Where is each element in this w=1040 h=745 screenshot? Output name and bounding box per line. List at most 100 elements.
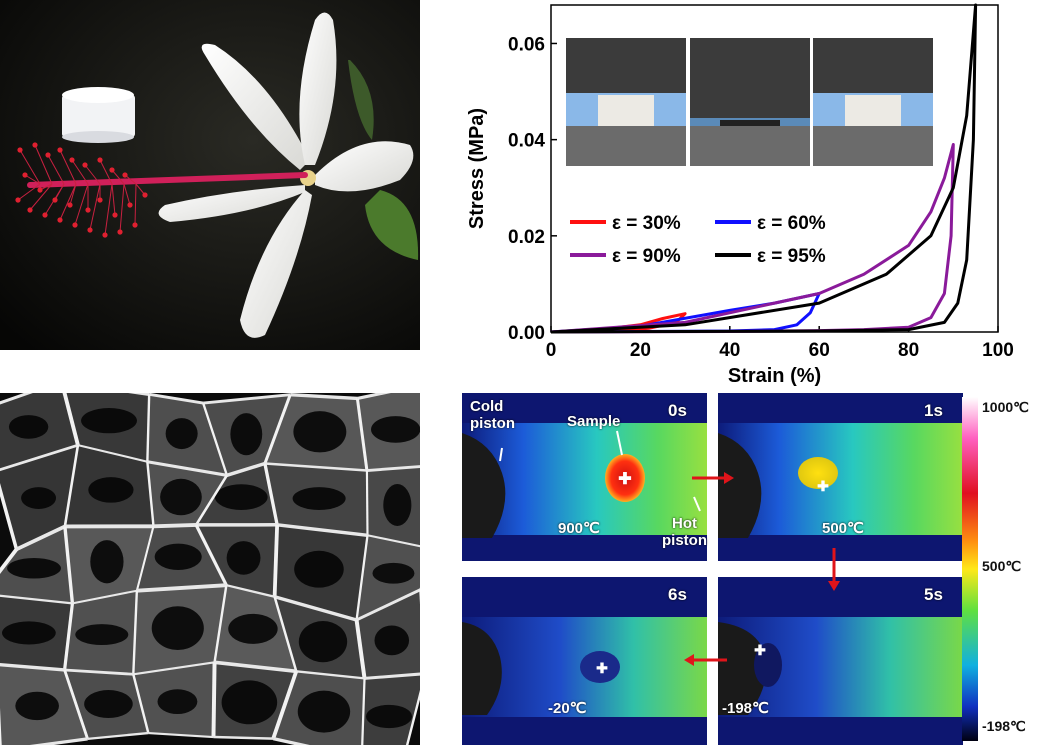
sem-ridge xyxy=(72,589,138,605)
sem-ridge xyxy=(272,524,280,597)
stress-strain-chart: 0 20 40 60 80 100 0.00 0.02 0.04 0.06 Strain (%) St… xyxy=(466,3,1014,387)
cold-piston-label: Cold piston xyxy=(470,398,515,432)
sem-ridge xyxy=(0,443,79,472)
anther xyxy=(57,147,63,153)
sem-pore xyxy=(15,691,59,721)
stamen-filament xyxy=(54,183,65,201)
sem-pore xyxy=(372,562,415,584)
thermal-frame-1s: ✚ xyxy=(718,393,963,561)
sem-ridge xyxy=(263,394,292,465)
stamen-filament xyxy=(119,183,125,233)
sem-ridge xyxy=(135,526,155,591)
hot-piston-label: Hot piston xyxy=(662,515,707,549)
sem-pore xyxy=(151,606,204,651)
sem-pore xyxy=(214,484,268,510)
anther xyxy=(132,222,138,228)
sem-ridge xyxy=(405,689,420,745)
anther xyxy=(22,172,28,178)
sem-pore xyxy=(371,416,420,443)
sem-ridge xyxy=(367,534,420,548)
sem-ridge xyxy=(62,393,80,446)
flower-photo-panel xyxy=(0,0,420,350)
stamen-filament xyxy=(59,149,77,185)
petal xyxy=(299,12,337,165)
frame-6s-temp: -20℃ xyxy=(548,700,587,717)
stamen-filament xyxy=(19,149,41,185)
sem-ridge xyxy=(195,474,228,526)
x-tick-label: 20 xyxy=(630,340,651,361)
legend-label: ε = 90% xyxy=(612,246,681,267)
anther xyxy=(97,157,103,163)
stamen-filament xyxy=(104,183,113,236)
sem-ridge xyxy=(0,393,33,405)
sem-pore xyxy=(228,613,278,644)
sem-ridge xyxy=(276,523,368,538)
stamen-filament xyxy=(111,169,125,185)
anther xyxy=(117,229,123,235)
sem-pore xyxy=(2,621,56,645)
petal xyxy=(240,190,312,338)
frame-0s-time: 0s xyxy=(668,401,687,420)
stamen-filament xyxy=(59,183,77,221)
x-tick-label: 40 xyxy=(719,340,740,361)
inset-photo-compressed xyxy=(690,38,810,166)
sem-pore xyxy=(292,487,346,510)
x-tick-label: 60 xyxy=(809,340,830,361)
stress-strain-chart-panel: 0 20 40 60 80 100 0.00 0.02 0.04 0.06 Strain (%) St… xyxy=(430,0,1040,390)
sem-ridge xyxy=(0,482,19,550)
inset-photo-uncompressed xyxy=(566,38,686,166)
sem-micrograph xyxy=(0,393,420,745)
y-tick-label: 0.00 xyxy=(508,323,545,344)
anther xyxy=(127,202,133,208)
sem-ridge xyxy=(0,662,65,672)
sem-ridge xyxy=(0,594,73,605)
thermal-frame-6s: ✚ xyxy=(462,577,707,745)
frame-1s-time: 1s xyxy=(924,401,943,420)
sem-ridge xyxy=(364,672,420,680)
sem-ridge xyxy=(202,402,229,476)
petal xyxy=(315,141,414,192)
frame-1s-temp: 500℃ xyxy=(822,520,864,537)
scale-max-label: 1000℃ xyxy=(982,399,1029,415)
sem-ridge xyxy=(63,526,75,604)
sem-ridge xyxy=(357,393,391,400)
sem-ridge xyxy=(214,660,297,674)
sem-pore xyxy=(221,680,278,725)
anther xyxy=(42,212,48,218)
thermal-images-panel: ✚ ✚ ✚ ✚ xyxy=(462,393,1040,745)
anther xyxy=(112,212,118,218)
sem-ridge xyxy=(194,524,228,586)
legend-label: ε = 30% xyxy=(612,213,681,234)
chart-legend: ε = 30% ε = 60% ε = 90% ε = 95% xyxy=(570,213,826,267)
sem-pore xyxy=(90,540,124,584)
thermal-images: ✚ ✚ ✚ ✚ xyxy=(462,393,978,745)
sem-ridge xyxy=(132,673,150,734)
sem-pore xyxy=(7,558,61,579)
sem-pore xyxy=(383,484,412,526)
stamen-filament xyxy=(24,174,41,185)
svg-text:✚: ✚ xyxy=(618,471,631,488)
stamen-filament xyxy=(99,159,113,185)
anther xyxy=(67,202,73,208)
sem-pore xyxy=(298,621,348,663)
x-tick-label: 80 xyxy=(898,340,919,361)
chart-series xyxy=(550,3,978,334)
sem-ridge xyxy=(147,460,228,477)
stamens xyxy=(15,142,148,238)
aerogel-sample xyxy=(62,87,135,143)
sem-ridge xyxy=(153,522,197,529)
sem-ridge xyxy=(146,394,151,462)
stamen-filament xyxy=(71,159,89,185)
x-axis-label: Strain (%) xyxy=(728,365,821,387)
sem-ridge xyxy=(272,737,310,745)
frame-6s-time: 6s xyxy=(668,585,687,604)
legend-label: ε = 60% xyxy=(757,213,826,234)
sem-ridge xyxy=(211,662,217,738)
sem-ridge xyxy=(271,670,299,740)
sem-ridge xyxy=(354,619,367,679)
stamen-filament xyxy=(84,164,101,185)
sem-ridge xyxy=(132,590,139,675)
anther xyxy=(87,227,93,233)
stamen-filament xyxy=(134,183,137,226)
legend-label: ε = 95% xyxy=(757,246,826,267)
